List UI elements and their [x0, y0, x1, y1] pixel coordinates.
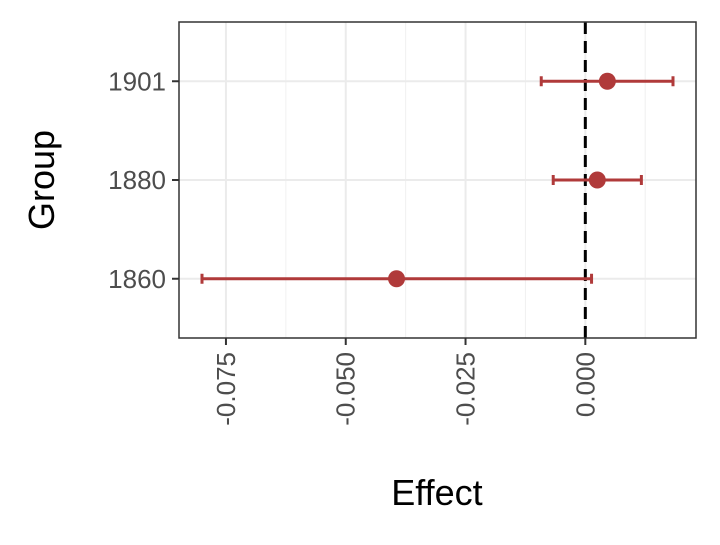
point: [598, 72, 616, 90]
x-tick-label: -0.025: [451, 352, 481, 426]
y-tick-label: 1880: [108, 165, 166, 195]
point: [388, 270, 406, 288]
x-tick-label: -0.075: [211, 352, 241, 426]
x-tick-label: -0.050: [331, 352, 361, 426]
y-tick-label: 1860: [108, 264, 166, 294]
panel-border: [178, 21, 697, 339]
y-tick-label: 1901: [108, 66, 166, 96]
y-axis-title: Group: [21, 130, 62, 230]
x-tick-label: 0.000: [570, 352, 600, 417]
x-axis-title: Effect: [391, 472, 482, 513]
point: [588, 171, 606, 189]
